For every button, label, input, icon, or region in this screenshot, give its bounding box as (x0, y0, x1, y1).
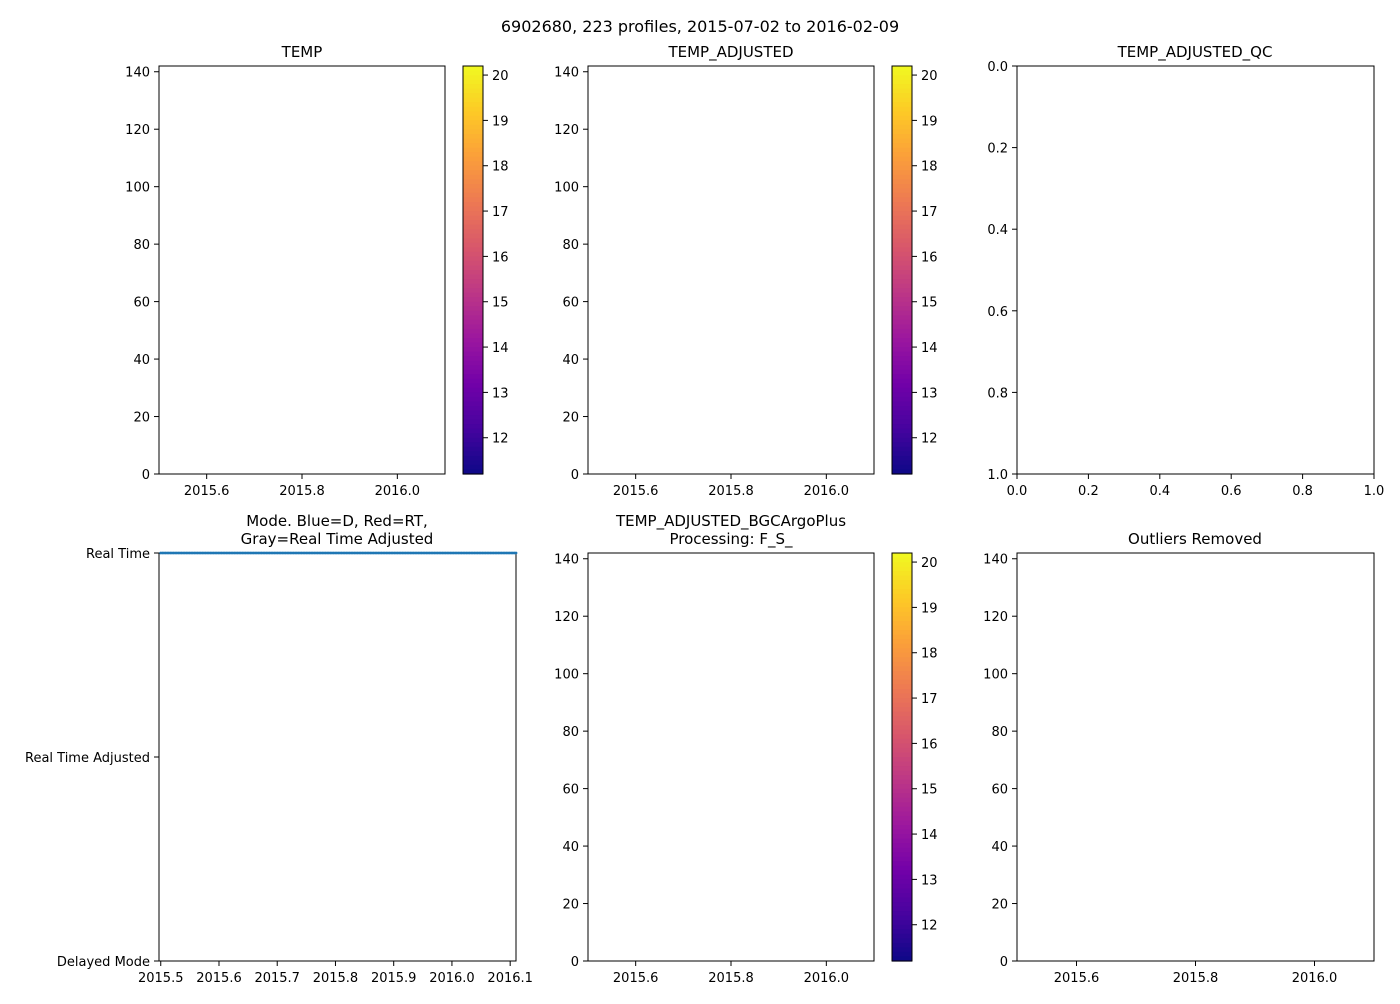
figure-suptitle: 6902680, 223 profiles, 2015-07-02 to 201… (501, 17, 899, 36)
panel-temp-title: TEMP (281, 43, 323, 61)
